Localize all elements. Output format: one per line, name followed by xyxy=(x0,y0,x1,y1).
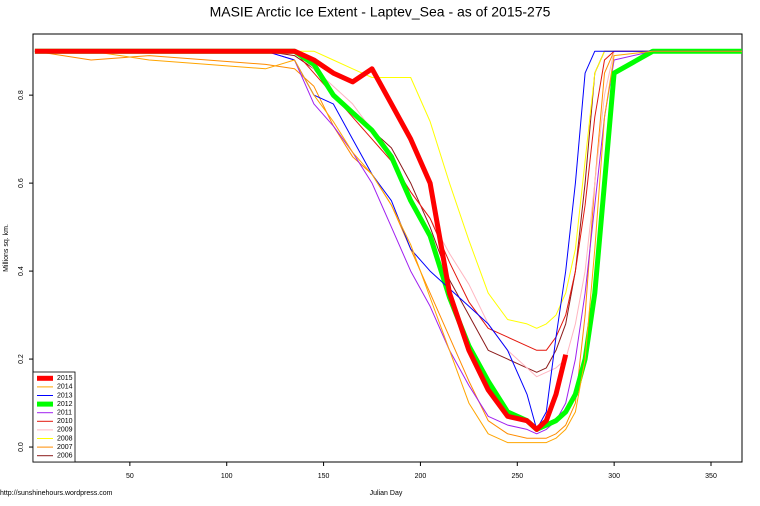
legend-label: 2015 xyxy=(57,375,73,382)
x-tick-label: 150 xyxy=(318,473,330,480)
legend-label: 2009 xyxy=(57,427,73,434)
plot-frame xyxy=(32,33,743,463)
footer: http://sunshinehours.wordpress.com xyxy=(0,490,113,497)
series-line xyxy=(34,50,742,435)
legend-label: 2011 xyxy=(57,410,72,417)
x-tick-label: 200 xyxy=(415,473,427,480)
series-line xyxy=(34,50,742,430)
chart-title: MASIE Arctic Ice Extent - Laptev_Sea - a… xyxy=(210,4,551,20)
legend-label: 2006 xyxy=(57,453,73,460)
x-axis-label: Julian Day xyxy=(370,490,403,497)
series-line xyxy=(34,48,569,432)
legend-label: 2013 xyxy=(57,392,73,399)
legend-label: 2007 xyxy=(57,444,73,451)
y-tick-label: 0.2 xyxy=(18,354,25,364)
x-tick-label: 50 xyxy=(126,473,134,480)
legend-label: 2010 xyxy=(57,418,73,425)
y-tick-label: 0.6 xyxy=(18,178,25,188)
series-line xyxy=(34,50,742,444)
series-line xyxy=(34,50,742,373)
y-tick-label: 0.0 xyxy=(18,442,25,452)
y-tick-label: 0.8 xyxy=(18,90,25,100)
legend-label: 2012 xyxy=(57,401,73,408)
series-line xyxy=(34,50,742,329)
y-tick-label: 0.4 xyxy=(18,266,25,276)
y-axis-label: Millions sq. km. xyxy=(3,224,10,272)
legend-label: 2008 xyxy=(57,435,73,442)
x-tick-label: 300 xyxy=(608,473,620,480)
series-line xyxy=(34,50,742,439)
series-line xyxy=(34,48,742,432)
legend-label: 2014 xyxy=(57,384,73,391)
x-tick-label: 100 xyxy=(221,473,233,480)
x-tick-label: 250 xyxy=(511,473,523,480)
x-tick-label: 350 xyxy=(705,473,717,480)
